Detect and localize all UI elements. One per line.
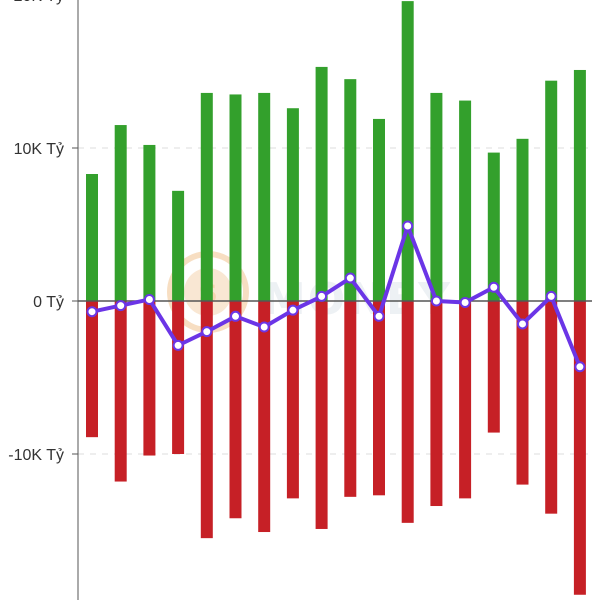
inflow-bar	[86, 174, 98, 301]
grid-lines	[78, 147, 592, 455]
outflow-bar	[286, 301, 299, 499]
net-flow-point	[402, 220, 414, 232]
outflow-bar	[86, 301, 98, 438]
net-flow-point	[344, 272, 356, 284]
net-flow-point	[316, 290, 328, 302]
inflow-bar	[344, 79, 357, 302]
outflow-bar	[459, 301, 472, 499]
outflow-bar	[172, 301, 185, 454]
inflow-bar	[258, 92, 271, 301]
net-line	[86, 220, 586, 373]
outflow-bar	[430, 301, 443, 507]
inflow-bar	[315, 66, 328, 301]
net-flow-point	[258, 321, 270, 333]
net-flow-point	[201, 326, 213, 338]
outflow-bar	[373, 301, 385, 496]
inflow-bar	[516, 138, 529, 301]
net-flow-line	[90, 224, 582, 369]
outflow-bar	[315, 301, 328, 529]
net-flow-point	[373, 310, 385, 322]
net-flow-point	[172, 339, 184, 351]
inflow-bar	[487, 152, 500, 301]
net-flow-point	[115, 300, 127, 312]
outflow-bar	[545, 301, 558, 514]
outflow-bar	[487, 301, 500, 433]
inflow-bar	[545, 80, 558, 302]
inflow-bar	[430, 92, 443, 301]
net-flow-point	[459, 297, 471, 309]
net-flow-point	[287, 304, 299, 316]
outflow-bar	[516, 301, 529, 485]
outflow-bar	[143, 301, 156, 456]
outflow-bar	[258, 301, 271, 533]
outflow-bar	[573, 301, 586, 595]
inflow-bar	[143, 144, 156, 301]
inflow-bar	[573, 69, 586, 301]
net-flow-point	[86, 306, 98, 318]
y-tick-label: -10K Tỷ	[8, 447, 64, 464]
outflow-bar	[344, 301, 357, 497]
net-flow-point	[545, 290, 557, 302]
outflow-bar	[200, 301, 213, 539]
y-tick-label: 0 Tỷ	[33, 294, 64, 311]
net-flow-point	[230, 310, 241, 322]
inflow-bar	[114, 125, 127, 301]
outflow-bar	[401, 301, 414, 523]
inflow-bar	[229, 94, 242, 301]
inflow-bar	[200, 92, 213, 301]
net-flow-point	[488, 281, 500, 293]
y-axis-ticks: 20K Tỷ10K Tỷ0 Tỷ-10K Tỷ-20K Tỷ	[8, 0, 78, 464]
net-flow-point	[517, 318, 528, 330]
inflow-bar	[401, 1, 414, 302]
inflow-bar	[459, 100, 472, 301]
y-tick-label: 20K Tỷ	[14, 0, 64, 5]
net-flow-point	[143, 293, 155, 305]
y-tick-label: 10K Tỷ	[14, 141, 64, 158]
net-flow-point	[430, 295, 442, 307]
inflow-bar	[373, 118, 385, 302]
inflow-bar	[286, 108, 299, 301]
inflow-bar	[172, 190, 185, 301]
bars	[86, 1, 586, 595]
outflow-bar	[229, 301, 242, 519]
outflow-bar	[114, 301, 127, 482]
net-flow-point	[574, 361, 586, 373]
